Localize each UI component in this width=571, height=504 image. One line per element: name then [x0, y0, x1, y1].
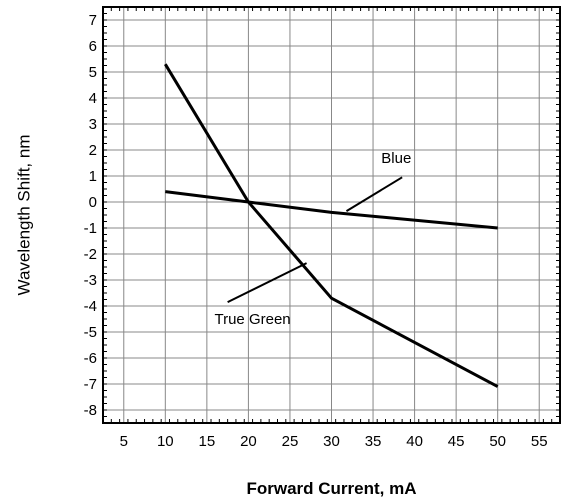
y-tick-label: 7: [89, 12, 97, 29]
x-tick-label: 25: [282, 433, 299, 450]
y-tick-label: -7: [84, 376, 97, 393]
x-tick-label: 40: [406, 433, 423, 450]
annotation-leader-true-green: [227, 262, 308, 303]
x-tick-label: 15: [199, 433, 216, 450]
y-tick-label: 4: [89, 90, 97, 107]
annotation-label-blue: Blue: [381, 150, 411, 167]
grid: [103, 7, 560, 423]
y-tick-label: -8: [84, 402, 97, 419]
x-tick-label: 5: [120, 433, 128, 450]
y-tick-label: 3: [89, 116, 97, 133]
x-tick-label: 20: [240, 433, 257, 450]
y-tick-label: -1: [84, 220, 97, 237]
annotations: Blue True Green: [214, 150, 411, 328]
y-tick-label: -5: [84, 324, 97, 341]
series-layer: [164, 63, 499, 388]
series-line-true-green: [164, 63, 499, 388]
x-tick-label: 10: [157, 433, 174, 450]
y-tick-label: 1: [89, 168, 97, 185]
plot-frame: [102, 6, 561, 424]
y-tick-label: 5: [89, 64, 97, 81]
y-tick-label: -6: [84, 350, 97, 367]
y-tick-label: -2: [84, 246, 97, 263]
y-tick-labels: 7 6 5 4 3 2 1 0 -1 -2 -3 -4 -5 -6 -7 -8: [84, 12, 97, 419]
x-tick-label: 50: [489, 433, 506, 450]
y-tick-label: 0: [89, 194, 97, 211]
x-tick-label: 45: [448, 433, 465, 450]
annotation-leader-blue: [345, 176, 403, 212]
y-tick-label: 2: [89, 142, 97, 159]
series-line-blue: [165, 190, 498, 230]
annotation-label-true-green: True Green: [214, 311, 290, 328]
y-tick-label: 6: [89, 38, 97, 55]
x-tick-labels: 5 10 15 20 25 30 35 40 45 50 55: [120, 433, 548, 450]
x-axis-title: Forward Current, mA: [246, 479, 416, 498]
y-tick-label: -4: [84, 298, 97, 315]
y-tick-label: -3: [84, 272, 97, 289]
y-axis-title: Wavelength Shift, nm: [14, 135, 33, 296]
x-tick-label: 30: [323, 433, 340, 450]
x-tick-label: 35: [365, 433, 382, 450]
x-tick-label: 55: [531, 433, 548, 450]
